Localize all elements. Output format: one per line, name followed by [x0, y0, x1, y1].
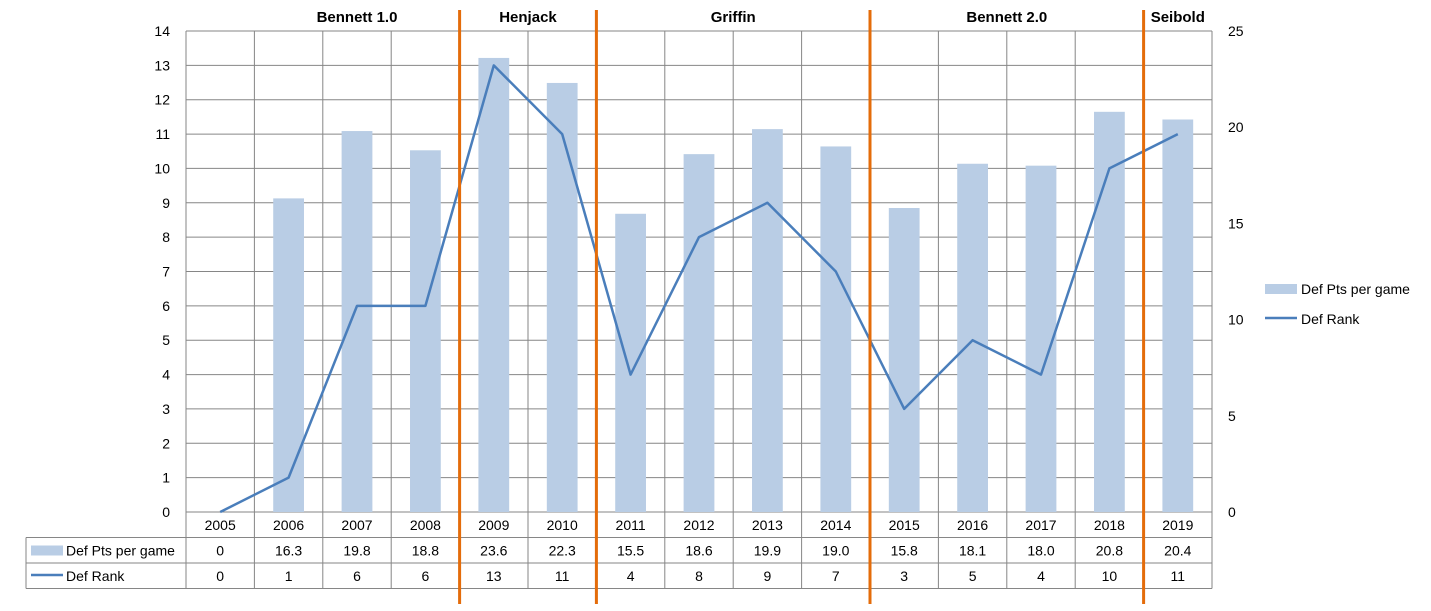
- era-label: Bennett 2.0: [966, 9, 1047, 26]
- data-label: 15.5: [617, 543, 644, 559]
- data-label: 8: [695, 568, 703, 584]
- bar: [615, 213, 646, 512]
- era-label: Henjack: [499, 9, 557, 26]
- data-label: 6: [353, 568, 361, 584]
- data-label: 7: [832, 568, 840, 584]
- era-label: Bennett 1.0: [317, 9, 398, 26]
- legend: Def Pts per game Def Rank: [1265, 281, 1410, 327]
- x-tick-label: 2010: [547, 517, 578, 533]
- table-key-bar: [31, 545, 63, 556]
- x-tick-label: 2011: [616, 517, 646, 533]
- era-label: Griffin: [711, 9, 756, 26]
- data-label: 18.6: [685, 543, 712, 559]
- data-label: 10: [1102, 568, 1118, 584]
- y-left-tick-label: 13: [154, 57, 170, 73]
- line-path: [219, 64, 1179, 514]
- data-label: 23.6: [480, 543, 507, 559]
- y-left-tick-label: 11: [155, 126, 170, 142]
- data-label: 15.8: [891, 543, 918, 559]
- line-series: [219, 64, 1179, 514]
- legend-swatch-bar: [1265, 284, 1297, 294]
- legend-label: Def Pts per game: [1301, 281, 1410, 297]
- data-label: 11: [1171, 568, 1186, 584]
- data-label: 1: [285, 568, 293, 584]
- data-label: 3: [900, 568, 908, 584]
- data-label: 19.0: [822, 543, 849, 559]
- data-label: 4: [1037, 568, 1045, 584]
- data-label: 0: [216, 543, 224, 559]
- y-left-tick-label: 7: [162, 264, 170, 280]
- x-tick-label: 2015: [889, 517, 920, 533]
- x-tick-label: 2006: [273, 517, 304, 533]
- bar: [752, 129, 783, 512]
- y-right-tick-label: 15: [1228, 215, 1244, 231]
- y-right-tick-label: 5: [1228, 408, 1236, 424]
- x-tick-label: 2005: [205, 517, 236, 533]
- bar: [1025, 165, 1057, 512]
- bar: [1162, 119, 1194, 512]
- data-label: 16.3: [275, 543, 302, 559]
- y-right-tick-label: 25: [1228, 23, 1244, 39]
- bar: [820, 146, 852, 512]
- x-tick-label: 2018: [1094, 517, 1125, 533]
- data-label: 19.8: [343, 543, 370, 559]
- bar: [273, 198, 304, 512]
- x-tick-label: 2014: [820, 517, 851, 533]
- y-left-tick-label: 6: [162, 298, 170, 314]
- x-tick-label: 2016: [957, 517, 988, 533]
- x-tick-label: 2007: [341, 517, 372, 533]
- data-label: 20.8: [1096, 543, 1123, 559]
- data-label: 5: [969, 568, 977, 584]
- y-left-tick-label: 8: [162, 229, 170, 245]
- y-left-tick-label: 5: [162, 332, 170, 348]
- x-tick-label: 2008: [410, 517, 441, 533]
- table-row-label: Def Rank: [66, 568, 125, 584]
- table-row-label: Def Pts per game: [66, 543, 175, 559]
- data-label: 13: [486, 568, 502, 584]
- bar: [478, 57, 510, 512]
- data-label: 9: [764, 568, 772, 584]
- legend-label: Def Rank: [1301, 311, 1360, 327]
- era-dividers: Bennett 1.0 Henjack Griffin Bennett 2.0 Seib…: [317, 9, 1205, 604]
- y-right-tick-label: 0: [1228, 504, 1236, 520]
- y-left-tick-label: 0: [162, 504, 170, 520]
- y-right-tick-label: 10: [1228, 312, 1244, 328]
- y-left-tick-label: 3: [162, 401, 170, 417]
- bar: [1094, 111, 1125, 513]
- y-left-tick-label: 12: [154, 92, 170, 108]
- x-tick-label: 2012: [683, 517, 714, 533]
- x-tick-label: 2013: [752, 517, 783, 533]
- data-label: 18.8: [412, 543, 439, 559]
- data-label: 18.1: [959, 543, 986, 559]
- data-label: 22.3: [549, 543, 576, 559]
- bars: [273, 57, 1194, 513]
- era-label: Seibold: [1151, 9, 1205, 26]
- data-table: 2005 2006 2007 2008 2009 2010 2011 2012 2013 2014…: [25, 517, 1212, 589]
- y-left-tick-label: 4: [162, 367, 170, 383]
- bar: [546, 82, 578, 512]
- y-left-tick-label: 2: [162, 435, 170, 451]
- data-label: 18.0: [1027, 543, 1054, 559]
- data-label: 4: [627, 568, 635, 584]
- data-label: 11: [555, 568, 570, 584]
- y-right-tick-label: 20: [1228, 119, 1244, 135]
- bar: [341, 131, 373, 512]
- y-left-tick-label: 10: [154, 160, 170, 176]
- data-label: 6: [422, 568, 430, 584]
- y-left-tick-label: 9: [162, 195, 170, 211]
- x-tick-label: 2019: [1162, 517, 1193, 533]
- data-label: 19.9: [754, 543, 781, 559]
- bar: [410, 150, 441, 512]
- data-label: 20.4: [1164, 543, 1191, 559]
- bar: [888, 208, 920, 512]
- bar: [683, 154, 715, 513]
- bar: [957, 163, 988, 513]
- y-left-tick-label: 1: [162, 470, 170, 486]
- x-tick-label: 2017: [1025, 517, 1056, 533]
- y-left-tick-label: 14: [154, 23, 170, 39]
- x-tick-label: 2009: [478, 517, 509, 533]
- data-label: 0: [216, 568, 224, 584]
